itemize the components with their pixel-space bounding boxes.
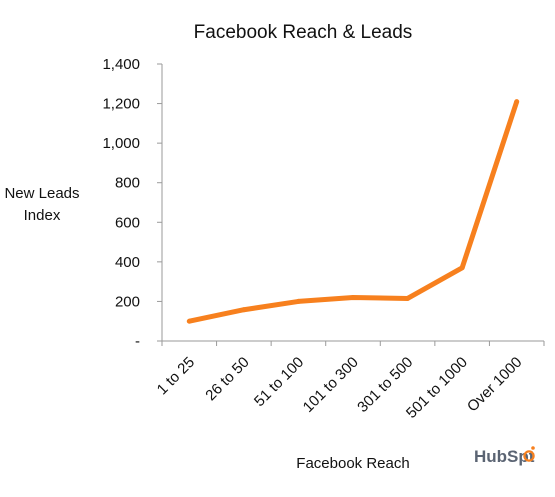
x-tick-label: 101 to 300 (300, 354, 362, 416)
x-tick-label: Over 1000 (464, 354, 526, 416)
sprocket-icon (523, 450, 535, 462)
data-point (459, 265, 465, 271)
x-axis-label: Facebook Reach (296, 455, 409, 472)
y-tick-label: 600 (115, 214, 140, 231)
y-tick-label: 400 (115, 254, 140, 271)
y-tick-label: - (135, 333, 140, 350)
x-tick-label: 51 to 100 (251, 354, 307, 410)
data-point (405, 295, 411, 301)
hubspot-logo: HubSpt (474, 446, 535, 466)
x-tick-label: 26 to 50 (202, 354, 252, 404)
y-axis-ticks: - 200 400 600 800 1,000 1,200 1,400 (102, 56, 162, 350)
data-point (350, 294, 356, 300)
y-tick-label: 1,000 (102, 135, 140, 152)
chart-title: Facebook Reach & Leads (194, 22, 413, 43)
sprocket-node-icon (531, 446, 535, 450)
y-tick-label: 1,200 (102, 96, 140, 113)
x-tick-label: 1 to 25 (154, 354, 198, 398)
series-group (186, 99, 520, 324)
data-point (514, 99, 520, 105)
data-point (241, 307, 247, 313)
y-tick-label: 800 (115, 175, 140, 192)
y-tick-label: 200 (115, 293, 140, 310)
series-line (188, 100, 520, 324)
y-axis-label-line-1: New Leads (4, 185, 79, 202)
data-point (186, 318, 192, 324)
data-point (295, 298, 301, 304)
logo-text-end: t (529, 447, 535, 466)
svg-text:HubSpt: HubSpt (474, 447, 535, 466)
logo-text-start: HubSp (474, 447, 529, 466)
y-axis-label-line-2: Index (24, 207, 61, 224)
y-tick-label: 1,400 (102, 56, 140, 73)
